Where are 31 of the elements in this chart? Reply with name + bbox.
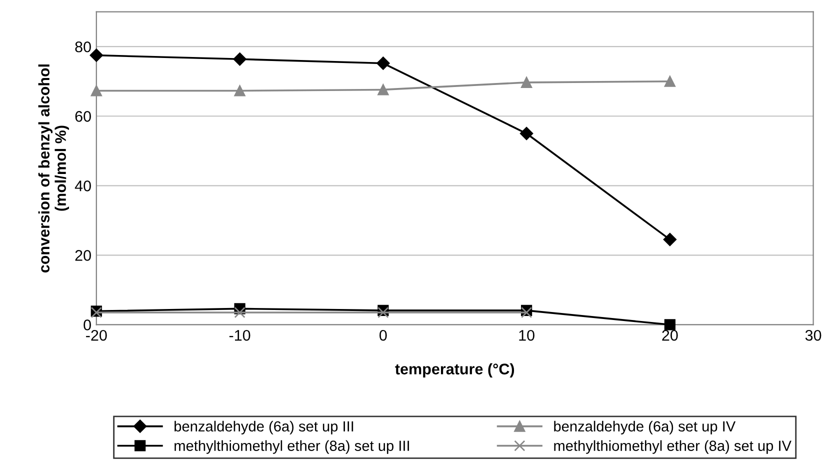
point — [90, 48, 103, 62]
x-tick-label: 0 — [380, 330, 387, 341]
point — [520, 76, 532, 88]
point — [233, 52, 246, 66]
y-tick-label: 80 — [75, 41, 91, 52]
y-axis-title: conversion of benzyl alcohol (mol/mol %) — [38, 64, 69, 273]
x-tick-label: 30 — [805, 330, 822, 341]
x-tick-label: 10 — [519, 330, 534, 341]
point — [520, 306, 532, 318]
y-tick-label: 0 — [84, 320, 91, 330]
point — [376, 56, 390, 70]
x-tick-label: -20 — [86, 330, 107, 341]
x-axis-title: temperature (°C) — [395, 363, 514, 378]
x-tick-label: 20 — [662, 330, 678, 341]
y-tick-label: 60 — [75, 111, 91, 122]
legend-label: methylthiomethyl ether (8a) set up IV — [554, 440, 792, 454]
point — [378, 306, 389, 318]
legend-label: benzaldehyde (6a) set up IV — [554, 420, 736, 434]
y-tick-label: 40 — [74, 180, 91, 192]
point — [663, 232, 676, 246]
x-tick-label: -10 — [229, 330, 250, 341]
point — [664, 76, 676, 87]
point — [90, 85, 102, 96]
legend-label: benzaldehyde (6a) set up III — [174, 420, 354, 434]
legend-label: methylthiomethyl ether (8a) set up III — [174, 440, 409, 454]
point — [664, 319, 676, 330]
point — [378, 84, 389, 96]
y-tick-label: 20 — [75, 250, 91, 261]
point — [234, 85, 246, 96]
point — [520, 126, 534, 140]
point — [234, 306, 246, 318]
